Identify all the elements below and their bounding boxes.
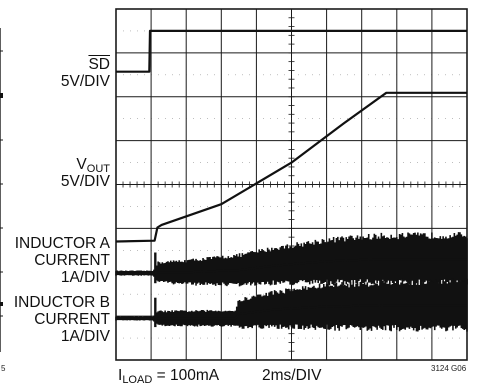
load-condition-label: ILOAD = 100mA bbox=[118, 367, 220, 386]
left-edge-trace-fragment bbox=[0, 93, 3, 98]
left-edge-trace-fragment bbox=[0, 302, 3, 306]
load-value: = 100mA bbox=[156, 367, 220, 384]
sd-scale-label: 5V/DIV bbox=[60, 73, 110, 90]
sd-signal-name: SD bbox=[88, 56, 110, 73]
inductor-b-current-word: CURRENT bbox=[34, 311, 110, 328]
inductor-a-current-word: CURRENT bbox=[34, 252, 110, 269]
vout-channel-label: VOUT 5V/DIV bbox=[61, 156, 110, 190]
inductor-b-scale-label: 1A/DIV bbox=[60, 328, 110, 345]
inductor-b-channel-label: INDUCTOR B CURRENT 1A/DIV bbox=[14, 294, 110, 345]
inductor-a-scale-label: 1A/DIV bbox=[60, 269, 110, 286]
channel-1-trace bbox=[116, 29, 467, 73]
vout-signal-name: V bbox=[76, 156, 87, 173]
vout-scale-label: 5V/DIV bbox=[60, 173, 110, 190]
channel-3-center-line bbox=[116, 258, 467, 275]
load-symbol: I bbox=[118, 367, 123, 384]
inductor-a-channel-label: INDUCTOR A CURRENT 1A/DIV bbox=[15, 235, 110, 286]
time-scale-label: 2ms/DIV bbox=[262, 367, 322, 384]
load-subscript: LOAD bbox=[122, 374, 153, 386]
figure-id-label: 3124 G06 bbox=[431, 364, 467, 373]
cut-off-text: 5 bbox=[1, 364, 6, 373]
scope-traces bbox=[115, 29, 468, 332]
channel-4-center-line bbox=[116, 304, 467, 320]
channel-2-trace bbox=[115, 91, 467, 243]
left-edge-fragment bbox=[0, 28, 3, 352]
vout-subscript: OUT bbox=[86, 163, 110, 175]
sd-channel-label: SD 5V/DIV bbox=[61, 56, 110, 90]
inductor-b-name: INDUCTOR B bbox=[13, 294, 110, 311]
inductor-a-name: INDUCTOR A bbox=[14, 235, 110, 252]
